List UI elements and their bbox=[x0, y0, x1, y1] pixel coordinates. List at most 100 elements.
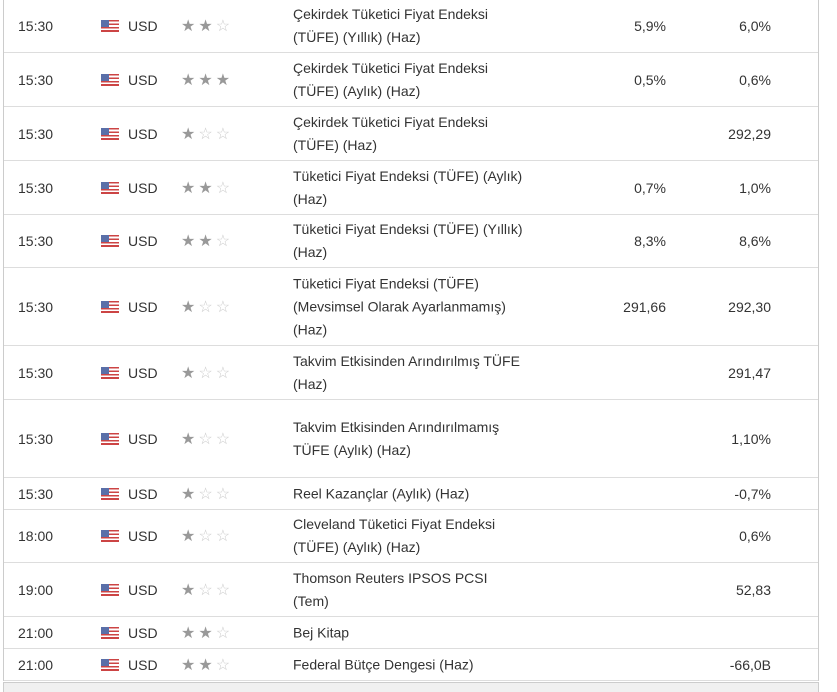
actual-value: 0,5% bbox=[634, 71, 666, 88]
currency: USD bbox=[128, 298, 158, 315]
event-name[interactable]: Çekirdek Tüketici Fiyat Endeksi (TÜFE) (… bbox=[293, 59, 489, 99]
table-row[interactable]: 21:00 USD ★★☆ Federal Bütçe Dengesi (Haz… bbox=[4, 649, 818, 681]
star-icon: ☆ bbox=[215, 656, 234, 674]
forecast-value: -66,0B bbox=[729, 656, 771, 673]
event-name[interactable]: Cleveland Tüketici Fiyat Endeksi (TÜFE) … bbox=[293, 516, 496, 555]
table-row[interactable]: 15:30 USD ★☆☆ Takvim Etkisinden Arındırı… bbox=[4, 346, 818, 400]
importance-stars: ★☆☆ bbox=[181, 363, 233, 383]
currency: USD bbox=[128, 581, 158, 598]
us-flag-icon bbox=[101, 127, 119, 140]
event-time: 15:30 bbox=[18, 71, 54, 88]
importance-stars: ★☆☆ bbox=[181, 484, 233, 504]
importance-stars: ★☆☆ bbox=[181, 526, 233, 546]
us-flag-icon bbox=[101, 181, 119, 194]
us-flag-icon bbox=[101, 366, 119, 379]
currency: USD bbox=[128, 656, 158, 673]
importance-stars: ★★☆ bbox=[181, 655, 233, 675]
star-icon: ★ bbox=[198, 233, 216, 250]
star-icon: ☆ bbox=[198, 430, 216, 448]
event-name[interactable]: Bej Kitap bbox=[293, 624, 350, 640]
currency: USD bbox=[128, 485, 158, 502]
table-row[interactable]: 15:30 USD ★☆☆ Takvim Etkisinden Arındırı… bbox=[4, 400, 818, 478]
us-flag-icon bbox=[101, 73, 119, 86]
table-row[interactable]: 15:30 USD ★☆☆ Tüketici Fiyat Endeksi (TÜ… bbox=[4, 268, 818, 346]
currency: USD bbox=[128, 179, 158, 196]
star-icon: ★ bbox=[181, 528, 199, 545]
actual-value: 291,66 bbox=[623, 298, 666, 315]
star-icon: ☆ bbox=[198, 581, 216, 599]
us-flag-icon bbox=[101, 300, 119, 313]
importance-stars: ★☆☆ bbox=[181, 124, 233, 144]
table-row[interactable]: 15:30 USD ★★☆ Çekirdek Tüketici Fiyat En… bbox=[4, 0, 818, 53]
forecast-value: 1,0% bbox=[739, 179, 771, 196]
table-row[interactable]: 15:30 USD ★★☆ Tüketici Fiyat Endeksi (TÜ… bbox=[4, 161, 818, 215]
star-icon: ☆ bbox=[215, 485, 234, 503]
currency: USD bbox=[128, 364, 158, 381]
event-time: 21:00 bbox=[18, 656, 54, 673]
star-icon: ☆ bbox=[215, 364, 234, 382]
event-name[interactable]: Takvim Etkisinden Arındırılmış TÜFE (Haz… bbox=[293, 352, 520, 392]
us-flag-icon bbox=[101, 235, 119, 247]
star-icon: ☆ bbox=[215, 528, 234, 545]
event-name[interactable]: Federal Bütçe Dengesi (Haz) bbox=[293, 656, 474, 672]
us-flag-icon bbox=[101, 658, 119, 671]
star-icon: ☆ bbox=[198, 528, 216, 545]
event-name[interactable]: Çekirdek Tüketici Fiyat Endeksi (TÜFE) (… bbox=[293, 6, 489, 45]
economic-calendar-table: 15:30 USD ★★☆ Çekirdek Tüketici Fiyat En… bbox=[3, 0, 819, 681]
importance-stars: ★★☆ bbox=[181, 623, 233, 643]
event-time: 15:30 bbox=[18, 233, 54, 249]
event-name[interactable]: Tüketici Fiyat Endeksi (TÜFE) (Yıllık) (… bbox=[293, 221, 523, 260]
importance-stars: ★★☆ bbox=[181, 231, 233, 251]
event-time: 15:30 bbox=[18, 364, 54, 381]
event-name[interactable]: Çekirdek Tüketici Fiyat Endeksi (TÜFE) (… bbox=[293, 113, 489, 153]
actual-value: 5,9% bbox=[634, 18, 666, 34]
table-row[interactable]: 19:00 USD ★☆☆ Thomson Reuters IPSOS PCSI… bbox=[4, 563, 818, 617]
forecast-value: 292,30 bbox=[728, 298, 771, 315]
star-icon: ☆ bbox=[215, 430, 234, 448]
importance-stars: ★★☆ bbox=[181, 16, 233, 36]
event-name[interactable]: Reel Kazançlar (Aylık) (Haz) bbox=[293, 485, 470, 501]
currency: USD bbox=[128, 125, 158, 142]
currency: USD bbox=[128, 528, 158, 544]
us-flag-icon bbox=[101, 20, 119, 32]
star-icon: ☆ bbox=[198, 298, 216, 316]
table-footer bbox=[3, 682, 819, 692]
forecast-value: 8,6% bbox=[739, 233, 771, 249]
star-icon: ★ bbox=[181, 624, 199, 642]
currency: USD bbox=[128, 71, 158, 88]
event-name[interactable]: Tüketici Fiyat Endeksi (TÜFE) (Mevsimsel… bbox=[293, 275, 506, 337]
event-time: 15:30 bbox=[18, 430, 54, 447]
star-icon: ★ bbox=[181, 298, 199, 316]
forecast-value: 292,29 bbox=[728, 125, 771, 142]
table-row[interactable]: 21:00 USD ★★☆ Bej Kitap bbox=[4, 617, 818, 649]
star-icon: ☆ bbox=[215, 624, 234, 642]
star-icon: ★ bbox=[181, 125, 199, 143]
event-name[interactable]: Tüketici Fiyat Endeksi (TÜFE) (Aylık) (H… bbox=[293, 167, 523, 207]
event-name[interactable]: Takvim Etkisinden Arındırılmamış TÜFE (A… bbox=[293, 418, 500, 458]
currency: USD bbox=[128, 624, 158, 641]
table-row[interactable]: 15:30 USD ★★☆ Tüketici Fiyat Endeksi (TÜ… bbox=[4, 215, 818, 268]
table-row[interactable]: 15:30 USD ★☆☆ Reel Kazançlar (Aylık) (Ha… bbox=[4, 478, 818, 510]
table-row[interactable]: 15:30 USD ★☆☆ Çekirdek Tüketici Fiyat En… bbox=[4, 107, 818, 161]
star-icon: ☆ bbox=[215, 125, 234, 143]
star-icon: ★ bbox=[181, 430, 199, 448]
star-icon: ☆ bbox=[215, 18, 234, 35]
event-time: 15:30 bbox=[18, 298, 54, 315]
event-time: 19:00 bbox=[18, 581, 54, 598]
star-icon: ★ bbox=[181, 364, 199, 382]
star-icon: ☆ bbox=[215, 233, 234, 250]
table-row[interactable]: 18:00 USD ★☆☆ Cleveland Tüketici Fiyat E… bbox=[4, 510, 818, 563]
event-name[interactable]: Thomson Reuters IPSOS PCSI (Tem) bbox=[293, 569, 488, 609]
actual-value: 8,3% bbox=[634, 233, 666, 249]
star-icon: ★ bbox=[181, 179, 199, 197]
star-icon: ★ bbox=[181, 18, 199, 35]
star-icon: ★ bbox=[198, 656, 216, 674]
forecast-value: -0,7% bbox=[734, 485, 771, 502]
us-flag-icon bbox=[101, 487, 119, 500]
table-row[interactable]: 15:30 USD ★★★ Çekirdek Tüketici Fiyat En… bbox=[4, 53, 818, 107]
us-flag-icon bbox=[101, 432, 119, 445]
star-icon: ☆ bbox=[215, 298, 234, 316]
importance-stars: ★☆☆ bbox=[181, 580, 233, 600]
star-icon: ★ bbox=[181, 656, 199, 674]
us-flag-icon bbox=[101, 583, 119, 596]
